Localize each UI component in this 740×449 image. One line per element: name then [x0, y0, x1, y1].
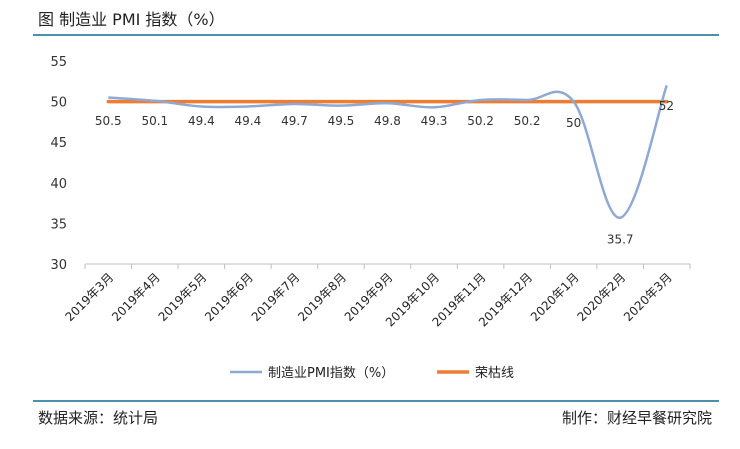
pmi-data-label: 49.3 [421, 114, 448, 128]
pmi-data-label: 35.7 [607, 233, 634, 247]
y-tick-label: 40 [50, 177, 67, 192]
pmi-data-label: 50.1 [141, 114, 168, 128]
top-rule [33, 34, 719, 36]
credit-note: 制作：财经早餐研究院 [561, 409, 712, 427]
pmi-data-label: 50.2 [467, 114, 494, 128]
x-tick-label: 2019年8月 [295, 270, 349, 324]
x-tick-label: 2020年3月 [621, 270, 675, 324]
x-tick-label: 2020年2月 [574, 270, 628, 324]
legend-threshold-label: 荣枯线 [475, 366, 514, 381]
pmi-data-label: 49.7 [281, 114, 308, 128]
pmi-data-label: 49.8 [374, 114, 401, 128]
x-tick-label: 2019年6月 [202, 270, 256, 324]
pmi-data-label: 50.5 [95, 114, 122, 128]
pmi-data-label: 49.4 [188, 114, 215, 128]
chart-title: 图 制造业 PMI 指数（%） [38, 10, 225, 29]
y-tick-label: 45 [50, 136, 67, 151]
pmi-data-label: 49.4 [235, 114, 262, 128]
pmi-data-label: 52 [659, 99, 674, 113]
source-note: 数据来源：统计局 [38, 409, 159, 427]
x-tick-label: 2019年5月 [156, 270, 210, 324]
y-tick-label: 30 [50, 258, 67, 273]
x-tick-label: 2019年3月 [63, 270, 117, 324]
y-tick-label: 50 [50, 96, 67, 111]
pmi-data-label: 49.5 [328, 114, 355, 128]
y-tick-label: 55 [50, 55, 67, 70]
pmi-data-label: 50.2 [514, 114, 541, 128]
bottom-rule [33, 400, 719, 402]
legend-pmi-label: 制造业PMI指数（%） [268, 366, 394, 381]
x-tick-label: 2019年7月 [249, 270, 303, 324]
pmi-series-line [108, 84, 668, 219]
pmi-data-label: 50 [566, 116, 581, 130]
x-tick-label: 2019年4月 [109, 270, 163, 324]
x-tick-label: 2020年1月 [528, 270, 582, 324]
y-tick-label: 35 [50, 217, 67, 232]
